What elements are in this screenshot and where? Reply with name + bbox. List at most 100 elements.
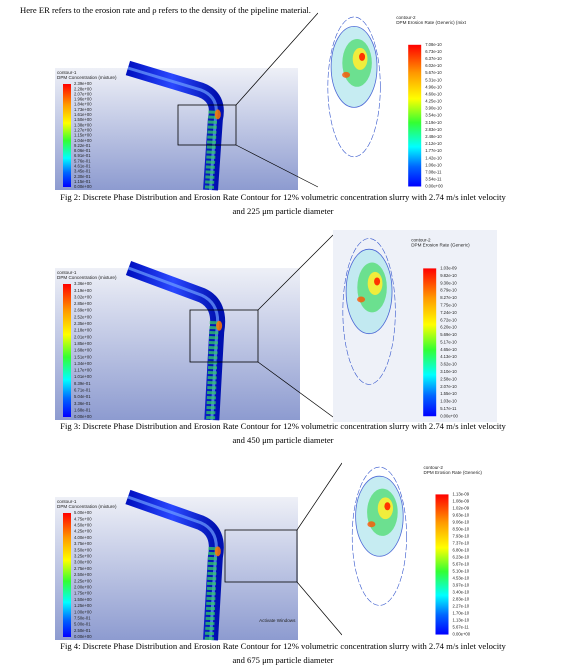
legend-label: 1.38e+00 [74, 122, 92, 127]
legend-label: 1.55e-10 [440, 391, 457, 396]
legend-label: 5.17e-11 [440, 406, 457, 411]
legend-label: 5.67e-10 [453, 562, 470, 567]
legend-label: 1.15e-01 [74, 179, 91, 184]
legend-label: 1.96e+00 [74, 97, 92, 102]
legend-label: 9.82e-10 [440, 273, 457, 278]
legend-label: 6.80e-10 [453, 548, 470, 553]
legend-label: 2.25e+00 [74, 578, 92, 583]
pipe-deposit [206, 321, 219, 421]
legend-label: 5.67e-10 [425, 70, 442, 75]
legend-label: 1.02e-09 [453, 506, 470, 511]
color-bar [423, 268, 437, 417]
legend-label: 6.20e-10 [440, 325, 457, 330]
legend-label: 5.67e-11 [453, 625, 470, 630]
legend-label: 8.79e-10 [440, 288, 457, 293]
connector [235, 12, 319, 106]
legend-label: 2.07e+00 [74, 91, 92, 96]
legend-title: contour-2 [396, 15, 416, 20]
color-bar [435, 494, 449, 635]
connector [235, 144, 319, 188]
legend-label: 2.69e+00 [74, 308, 92, 313]
legend-label: 3.40e-10 [453, 590, 470, 595]
legend-label: 8.06e-01 [74, 148, 91, 153]
legend-label: 8.39e-01 [74, 381, 91, 386]
legend-label: 1.68e-01 [74, 407, 91, 412]
legend-label: 1.70e-10 [453, 611, 470, 616]
legend-label: 6.72e-10 [440, 317, 457, 322]
legend-label: 3.90e-10 [425, 106, 442, 111]
legend-label: 2.52e+00 [74, 314, 92, 319]
contour [374, 277, 381, 286]
hotspot [214, 546, 221, 557]
contour [357, 296, 366, 303]
legend-label: 7.75e-10 [440, 302, 457, 307]
hotspot [216, 320, 223, 331]
legend-label: 6.23e-10 [453, 555, 470, 560]
contour [342, 71, 351, 78]
legend-label: 3.36e-01 [74, 401, 91, 406]
legend-title: contour-2 [424, 465, 444, 470]
legend-label: 2.12e-10 [425, 141, 442, 146]
legend-label: 5.00e+00 [74, 510, 92, 515]
legend-label: 2.85e+00 [74, 301, 92, 306]
legend-label: 4.61e-01 [74, 164, 91, 169]
legend-label: 2.83e-10 [453, 597, 470, 602]
legend-label: 7.93e-10 [453, 534, 470, 539]
legend-label: 4.00e+00 [74, 535, 92, 540]
connector [296, 581, 343, 636]
legend-label: 1.50e+00 [74, 117, 92, 122]
legend-label: 4.13e-10 [440, 354, 457, 359]
legend-label: 2.35e+00 [74, 321, 92, 326]
pipe-highlight [127, 66, 218, 191]
legend-label: 6.37e-10 [425, 56, 442, 61]
pipe-deposit [204, 546, 218, 641]
legend-label: 8.50e-10 [453, 527, 470, 532]
legend-label: 1.17e+00 [74, 368, 92, 373]
legend-label: 3.97e-10 [453, 583, 470, 588]
legend-label: 1.50e+00 [74, 597, 92, 602]
legend-label: 2.75e+00 [74, 566, 92, 571]
legend-label: 1.06e-10 [425, 162, 442, 167]
legend-label: 6.71e-01 [74, 388, 91, 393]
legend-label: 3.54e-10 [425, 113, 442, 118]
legend-label: 1.77e-10 [425, 148, 442, 153]
color-bar [63, 513, 71, 637]
legend-name: DPM Erosion Rate (Generic) [424, 470, 483, 475]
legend-name: DPM Concentration (mixture) [57, 275, 117, 280]
legend-label: 5.69e-10 [440, 332, 457, 337]
legend-label: 0.00e+00 [440, 413, 458, 418]
legend-label: 0.00e+00 [74, 634, 92, 639]
hotspot [214, 109, 221, 120]
legend-label: 7.24e-10 [440, 310, 457, 315]
legend-label: 2.30e-01 [74, 174, 91, 179]
color-bar [63, 284, 71, 417]
pipe-highlight [127, 495, 218, 641]
contour [342, 238, 396, 385]
legend-label: 9.63e-10 [453, 513, 470, 518]
legend-label: 7.08e-11 [425, 169, 442, 174]
legend-label: 2.48e-10 [425, 134, 442, 139]
legend-label: 1.61e+00 [74, 112, 92, 117]
legend-label: 2.28e+00 [74, 86, 92, 91]
figure-caption: Fig 2: Discrete Phase Distribution and E… [60, 192, 506, 202]
legend-title: contour-1 [57, 70, 77, 75]
contour [359, 52, 366, 61]
legend-label: 0.00e+00 [74, 184, 92, 189]
legend-label: 4.25e-10 [425, 99, 442, 104]
legend-name: DPM Erosion Rate (Generic) (mixt [396, 20, 466, 25]
contour [384, 502, 391, 511]
legend-name: DPM Erosion Rate (Generic) [411, 243, 470, 248]
legend-label: 5.04e-01 [74, 394, 91, 399]
legend-label: 1.25e+00 [74, 603, 92, 608]
legend-label: 7.37e-10 [453, 541, 470, 546]
legend-name: DPM Concentration (mixture) [57, 504, 117, 509]
legend-title: contour-1 [57, 270, 77, 275]
legend-label: 1.15e+00 [74, 133, 92, 138]
legend-label: 4.60e-10 [425, 91, 442, 96]
legend-label: 2.83e-10 [425, 127, 442, 132]
figure-caption: Fig 4: Discrete Phase Distribution and E… [60, 641, 506, 651]
contour [327, 16, 381, 158]
legend-label: 6.91e-01 [74, 153, 91, 158]
legend-label: 1.68e+00 [74, 348, 92, 353]
